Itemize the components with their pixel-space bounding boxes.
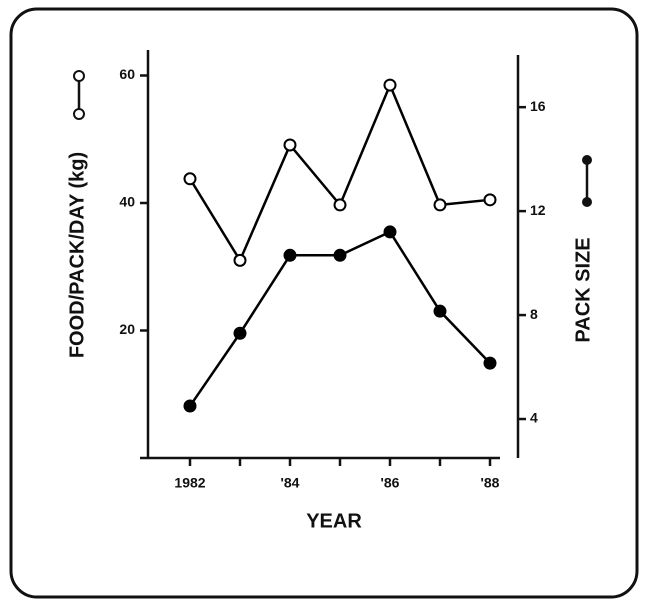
- data-point: [433, 304, 447, 318]
- y2-axis-label: PACK SIZE: [572, 237, 594, 342]
- y-legend-icon: [73, 70, 85, 120]
- data-point: [233, 326, 247, 340]
- series-line: [188, 81, 491, 264]
- y-tick-label: 40: [119, 194, 135, 210]
- y2-tick-label: 8: [530, 306, 538, 322]
- x-tick-label: 1982: [174, 475, 205, 491]
- y-tick-label: 20: [119, 321, 135, 337]
- data-point: [333, 248, 347, 262]
- y2-legend-icon: [582, 155, 592, 207]
- data-point: [333, 198, 347, 212]
- x-tick-label: '84: [281, 475, 300, 491]
- y-tick-label: 60: [119, 66, 135, 82]
- data-point: [483, 193, 497, 207]
- frame: [9, 7, 639, 599]
- data-point: [283, 248, 297, 262]
- data-point: [383, 78, 397, 92]
- x-axis-label: YEAR: [306, 510, 362, 532]
- y2-tick-label: 12: [530, 202, 546, 218]
- x-tick-label: '86: [381, 475, 400, 491]
- data-point: [183, 172, 197, 186]
- data-point: [383, 225, 397, 239]
- data-point: [283, 138, 297, 152]
- y-axis-label: FOOD/PACK/DAY (kg): [66, 152, 88, 358]
- y2-tick-label: 16: [530, 98, 546, 114]
- data-point: [483, 356, 497, 370]
- data-point: [433, 198, 447, 212]
- y2-tick-label: 4: [530, 410, 538, 426]
- x-tick-label: '88: [481, 475, 500, 491]
- data-point: [183, 399, 197, 413]
- data-point: [233, 253, 247, 267]
